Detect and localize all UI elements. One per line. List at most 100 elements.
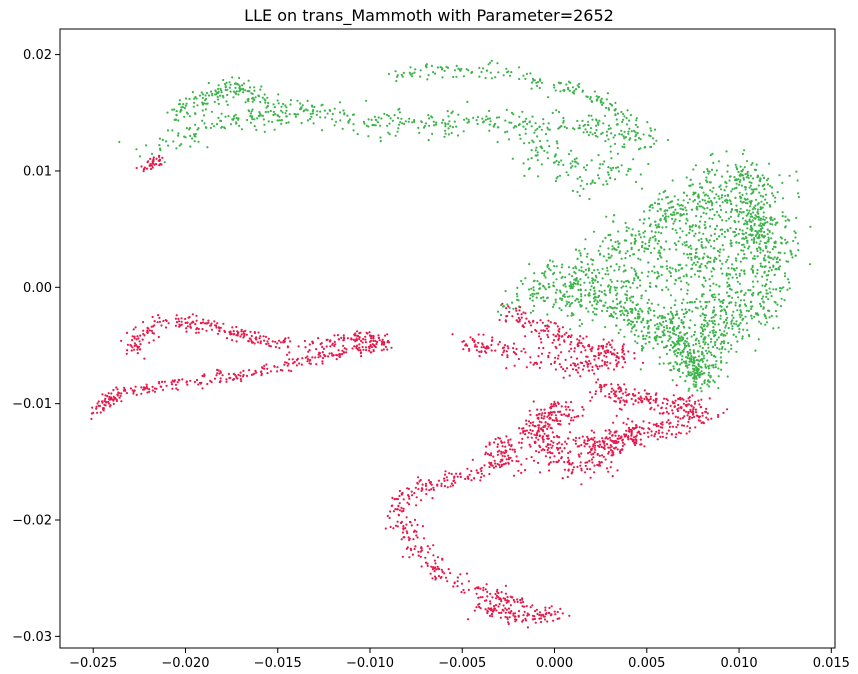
data-point (761, 174, 764, 177)
data-point (557, 338, 560, 341)
data-point (263, 98, 266, 101)
data-point (623, 313, 626, 316)
data-point (430, 64, 433, 67)
data-point (229, 123, 232, 126)
data-point (612, 451, 615, 454)
data-point (653, 128, 657, 131)
data-point (615, 298, 618, 301)
data-point (625, 400, 628, 404)
data-point (613, 269, 616, 272)
data-point (533, 433, 536, 436)
data-point (191, 91, 194, 94)
data-point (700, 370, 703, 373)
data-point (691, 263, 694, 266)
data-point (718, 197, 721, 200)
data-point (500, 441, 503, 444)
data-point (508, 310, 511, 313)
data-point (756, 208, 760, 211)
data-point (521, 437, 524, 440)
data-point (617, 440, 620, 443)
data-point (691, 361, 694, 364)
data-point (550, 403, 553, 406)
data-point (632, 325, 635, 328)
data-point (428, 124, 431, 127)
data-point (584, 273, 587, 277)
data-point (671, 267, 674, 270)
data-point (685, 281, 688, 284)
data-point (254, 337, 257, 340)
data-point (724, 326, 727, 329)
data-point (400, 73, 403, 76)
data-point (765, 289, 768, 292)
data-point (637, 335, 640, 338)
data-point (739, 260, 742, 263)
data-point (590, 114, 593, 117)
data-point (241, 84, 244, 87)
data-point (362, 348, 365, 351)
data-point (395, 79, 398, 83)
data-point (766, 221, 769, 224)
data-point (710, 364, 714, 367)
data-point (580, 452, 583, 455)
data-point (640, 401, 643, 404)
data-point (765, 283, 768, 286)
data-point (740, 170, 744, 173)
data-point (708, 319, 711, 322)
data-point (589, 127, 593, 130)
data-point (566, 314, 569, 317)
data-point (443, 135, 446, 138)
data-point (756, 255, 759, 258)
data-point (706, 200, 710, 203)
data-point (574, 436, 578, 439)
data-point (517, 320, 520, 323)
data-point (201, 327, 204, 331)
data-point (701, 312, 704, 315)
data-point (633, 352, 636, 355)
data-point (564, 276, 567, 279)
data-point (571, 468, 574, 471)
data-point (494, 465, 497, 468)
data-point (542, 118, 545, 121)
data-point (561, 275, 564, 278)
data-point (537, 451, 541, 454)
data-point (466, 121, 469, 124)
data-point (174, 118, 177, 121)
data-point (267, 120, 270, 123)
data-point (764, 323, 767, 326)
data-point (490, 59, 493, 62)
data-point (548, 259, 552, 262)
data-point (679, 351, 682, 354)
data-point (737, 296, 740, 299)
data-point (669, 421, 672, 424)
data-point (631, 327, 634, 330)
data-point (735, 166, 738, 169)
data-point (598, 454, 601, 457)
data-point (675, 343, 678, 346)
data-point (531, 604, 534, 607)
data-point (370, 337, 373, 340)
data-point (159, 385, 162, 388)
data-point (687, 344, 690, 347)
data-point (524, 277, 527, 280)
data-point (345, 351, 348, 354)
data-point (739, 299, 743, 302)
data-point (681, 267, 684, 270)
data-point (670, 369, 673, 372)
data-point (797, 249, 800, 252)
data-point (387, 114, 390, 118)
data-point (363, 122, 366, 125)
data-point (637, 310, 640, 313)
data-point (687, 246, 690, 249)
data-point (577, 288, 580, 292)
data-point (480, 70, 483, 74)
data-point (214, 90, 217, 93)
data-point (494, 438, 497, 441)
data-point (656, 210, 659, 213)
data-point (530, 287, 533, 290)
data-point (630, 330, 633, 333)
data-point (670, 433, 673, 436)
data-point (532, 459, 536, 462)
data-point (707, 323, 710, 326)
data-point (612, 220, 615, 223)
data-point (657, 239, 661, 243)
